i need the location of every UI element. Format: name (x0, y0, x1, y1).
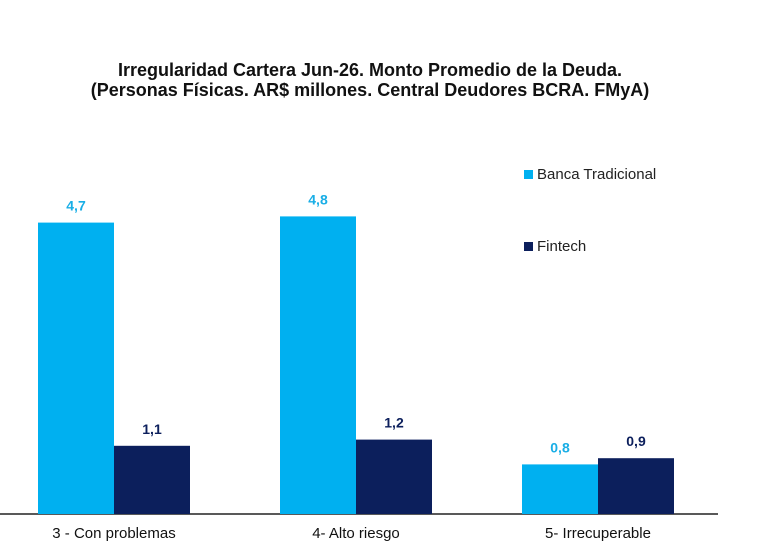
bar-fintech-5-irrecuperable (598, 458, 674, 514)
category-labels-group: 3 - Con problemas 4- Alto riesgo 5- Irrecu… (52, 525, 651, 542)
bar-fintech-3-con-problemas (114, 445, 190, 514)
bar-banca-tradicional-3-con-problemas (38, 222, 114, 514)
data-label-fintech-4-alto-riesgo: 1,2 (384, 415, 404, 431)
legend-label-banca-tradicional: Banca Tradicional (537, 166, 656, 183)
data-label-fintech-5-irrecuperable: 0,9 (626, 433, 646, 449)
bar-banca-tradicional-5-irrecuperable (522, 464, 598, 514)
chart-subtitle: (Personas Físicas. AR$ millones. Central… (90, 80, 650, 100)
legend-swatch-fintech (524, 242, 533, 251)
data-label-banca-tradicional-5-irrecuperable: 0,8 (550, 439, 570, 455)
category-label-4-alto-riesgo: 4- Alto riesgo (312, 525, 400, 542)
data-label-fintech-3-con-problemas: 1,1 (142, 421, 162, 437)
bar-banca-tradicional-4-alto-riesgo (280, 216, 356, 514)
bars-group (38, 216, 674, 514)
legend-label-fintech: Fintech (537, 238, 586, 255)
category-label-5-irrecuperable: 5- Irrecuperable (545, 525, 651, 542)
data-labels-group: 4,7 1,1 4,8 1,2 0,8 0,9 (66, 191, 646, 455)
bar-fintech-4-alto-riesgo (356, 439, 432, 514)
legend: Banca Tradicional Fintech (524, 166, 656, 255)
chart-title: Irregularidad Cartera Jun-26. Monto Prom… (117, 60, 623, 80)
data-label-banca-tradicional-3-con-problemas: 4,7 (66, 198, 86, 214)
chart-title-block: Irregularidad Cartera Jun-26. Monto Prom… (0, 60, 740, 100)
legend-swatch-banca-tradicional (524, 170, 533, 179)
category-label-3-con-problemas: 3 - Con problemas (52, 525, 175, 542)
data-label-banca-tradicional-4-alto-riesgo: 4,8 (308, 191, 328, 207)
